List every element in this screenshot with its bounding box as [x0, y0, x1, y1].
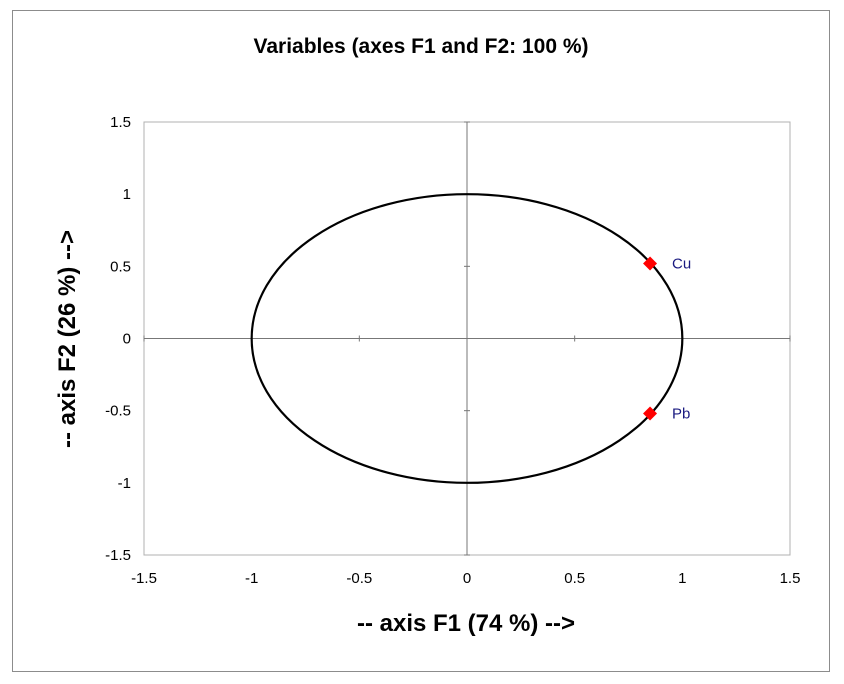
- x-tick-label: -0.5: [346, 570, 372, 587]
- x-tick-label: 1.5: [780, 570, 801, 587]
- y-tick-label: 0: [123, 331, 131, 348]
- x-tick-label: 0.5: [564, 570, 585, 587]
- y-tick-label: 0.5: [110, 258, 131, 275]
- y-tick-label: 1: [123, 186, 131, 203]
- x-tick-label: 1: [678, 570, 686, 587]
- x-tick-label: -1: [245, 570, 258, 587]
- y-tick-label: -1: [118, 475, 131, 492]
- point-marker-cu: [643, 256, 658, 271]
- correlation-circle: [250, 193, 684, 484]
- x-axis-title: -- axis F1 (74 %) -->: [357, 610, 575, 637]
- point-label-pb: Pb: [672, 406, 690, 423]
- x-axis-ticks: -1.5 -1 -0.5 0 0.5 1 1.5: [131, 335, 801, 587]
- y-axis-title: -- axis F2 (26 %) -->: [54, 230, 81, 448]
- x-tick-label: -1.5: [131, 570, 157, 587]
- variable-points: Cu Pb: [643, 255, 691, 423]
- point-marker-pb: [643, 406, 658, 421]
- y-tick-label: 1.5: [110, 114, 131, 131]
- y-tick-label: -0.5: [105, 403, 131, 420]
- y-tick-label: -1.5: [105, 547, 131, 564]
- x-tick-label: 0: [463, 570, 471, 587]
- y-axis-ticks: -1.5 -1 -0.5 0 0.5 1 1.5: [105, 114, 470, 564]
- chart-frame: [12, 10, 830, 672]
- point-label-cu: Cu: [672, 255, 691, 272]
- chart-title: Variables (axes F1 and F2: 100 %): [254, 35, 589, 58]
